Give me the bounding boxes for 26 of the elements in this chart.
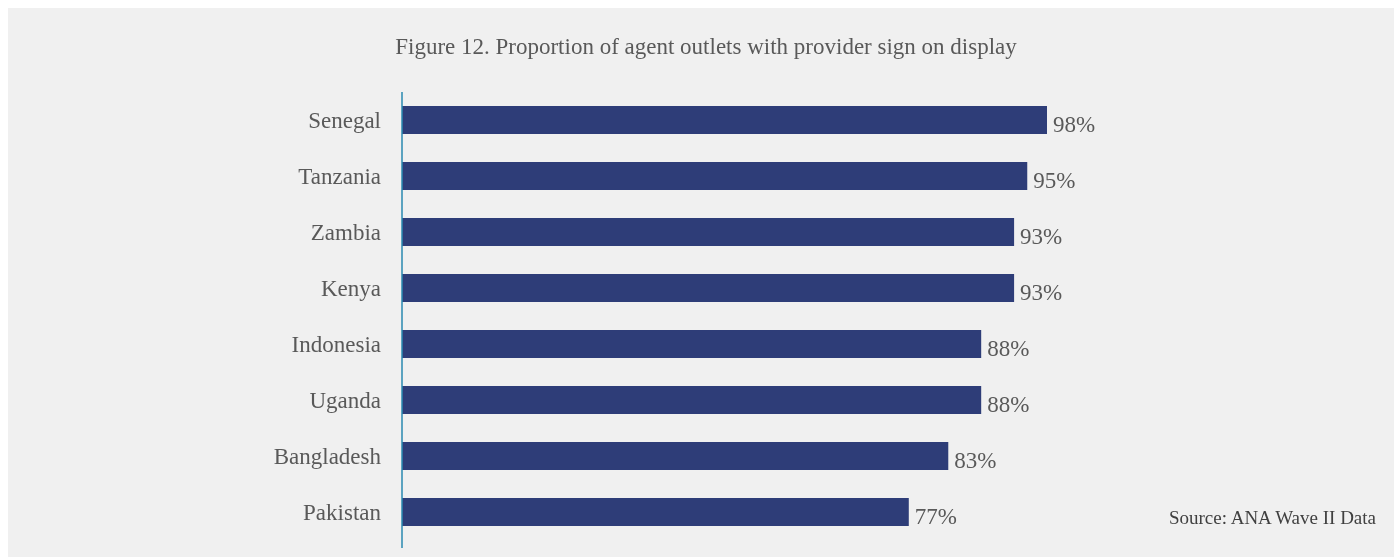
y-tick-label: Senegal <box>308 108 381 134</box>
bar <box>402 330 982 358</box>
y-tick-label: Bangladesh <box>273 444 382 470</box>
data-label: 77% <box>914 504 957 530</box>
data-label: 88% <box>987 336 1030 362</box>
y-tick-label: Indonesia <box>291 332 381 358</box>
source-note: Source: ANA Wave II Data <box>1168 507 1377 528</box>
y-tick-label: Tanzania <box>298 164 381 190</box>
bar <box>402 218 1015 246</box>
y-tick-label: Uganda <box>309 388 381 414</box>
y-tick-label: Kenya <box>320 276 381 302</box>
bar <box>402 386 982 414</box>
bar <box>402 442 949 470</box>
data-label: 93% <box>1020 224 1063 250</box>
data-label: 83% <box>954 448 997 474</box>
bar <box>402 498 909 526</box>
y-tick-label: Pakistan <box>303 500 382 526</box>
y-tick-label: Zambia <box>310 220 381 246</box>
bar <box>402 106 1047 134</box>
bar <box>402 274 1015 302</box>
data-label: 93% <box>1020 280 1063 306</box>
data-label: 98% <box>1053 112 1096 138</box>
bar <box>402 162 1028 190</box>
chart-title: Figure 12. Proportion of agent outlets with provider sign on display <box>395 34 1018 59</box>
data-label: 95% <box>1033 168 1076 194</box>
data-label: 88% <box>987 392 1030 418</box>
